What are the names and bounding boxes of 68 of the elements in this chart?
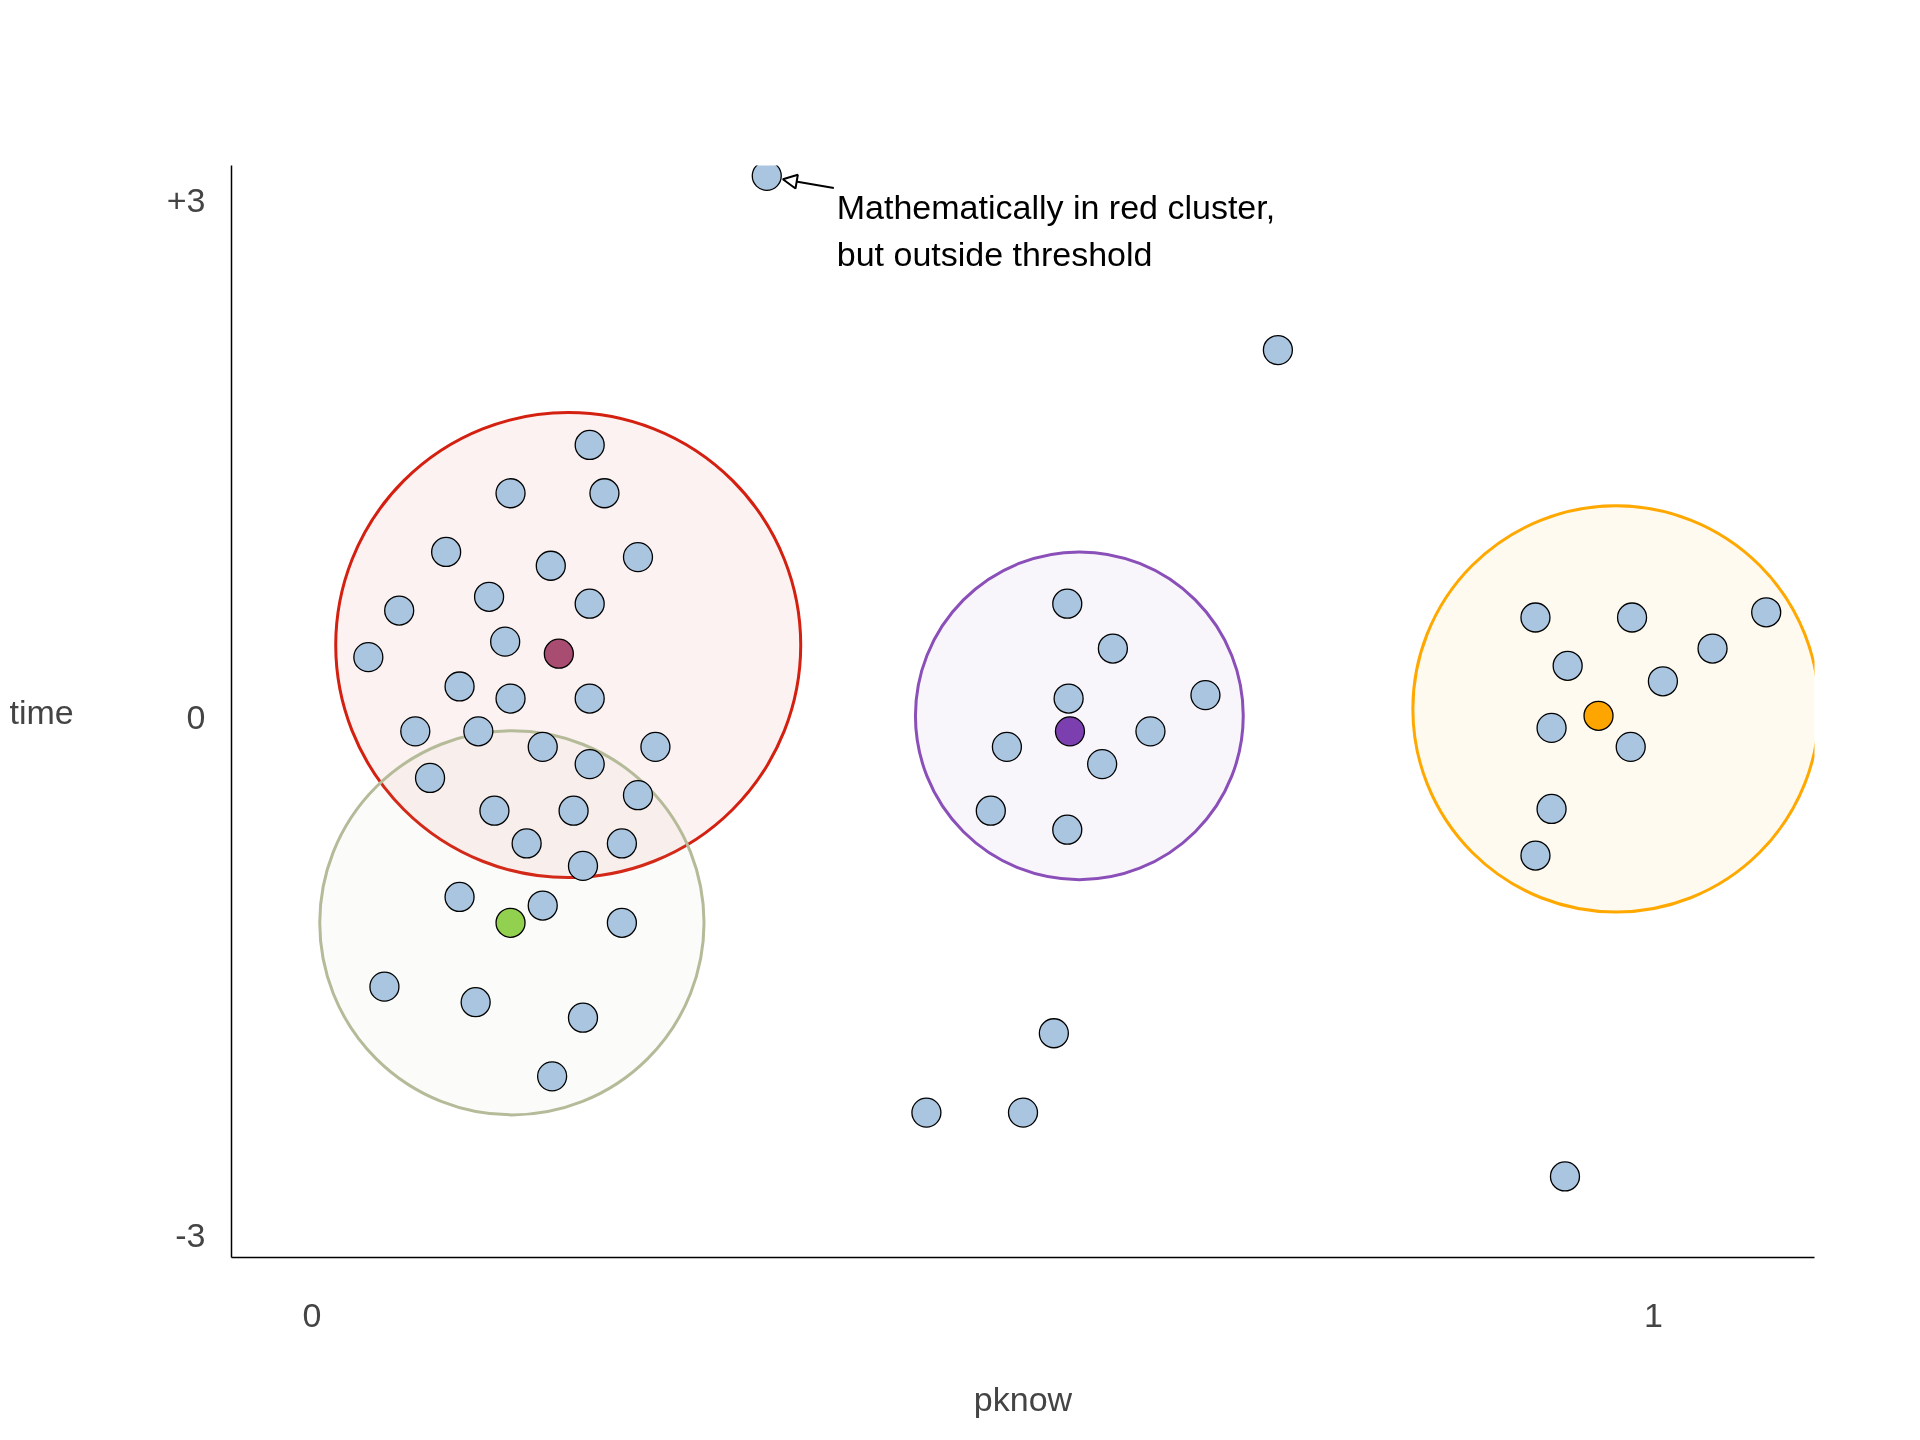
x-axis-title: pknow <box>973 1379 1073 1418</box>
point <box>567 1002 599 1033</box>
point <box>495 907 526 938</box>
annotation: Mathematically in red cluster, but outside threshold <box>836 187 1276 274</box>
point <box>975 795 1006 826</box>
point <box>1616 602 1648 633</box>
y-axis-title: time <box>9 692 74 731</box>
point <box>1583 700 1614 731</box>
point <box>1520 840 1551 871</box>
point <box>574 429 605 461</box>
point <box>1262 334 1294 366</box>
point <box>495 478 526 509</box>
point <box>527 890 558 921</box>
point <box>1087 748 1118 780</box>
point <box>1007 1097 1039 1128</box>
point <box>1697 633 1728 664</box>
point <box>473 581 505 612</box>
point <box>640 731 671 762</box>
y-tick-label: +3 <box>166 180 206 219</box>
point <box>1054 716 1086 747</box>
point <box>606 907 638 938</box>
point <box>589 478 620 509</box>
point <box>1135 716 1166 747</box>
point <box>463 716 494 747</box>
point <box>353 642 384 673</box>
point <box>991 731 1023 762</box>
y-tick-label: 0 <box>186 698 206 737</box>
point <box>1052 588 1083 619</box>
point <box>444 671 475 702</box>
point <box>444 881 475 913</box>
point <box>495 683 526 714</box>
point <box>622 541 654 573</box>
point <box>369 971 400 1002</box>
point <box>1097 633 1129 664</box>
point <box>558 795 589 826</box>
point <box>1536 793 1567 825</box>
point <box>574 683 605 714</box>
point <box>1520 602 1551 633</box>
point <box>1615 731 1646 762</box>
point <box>622 780 654 811</box>
point <box>574 748 605 780</box>
point <box>543 638 574 669</box>
point <box>536 1061 568 1092</box>
point <box>1549 1161 1581 1192</box>
point <box>384 595 415 626</box>
point <box>1190 679 1221 711</box>
point <box>414 762 446 794</box>
point <box>490 626 521 657</box>
point <box>1552 650 1583 681</box>
point <box>1647 666 1679 697</box>
point <box>1052 814 1083 845</box>
point <box>511 828 542 859</box>
point <box>479 795 510 826</box>
point <box>606 828 638 859</box>
y-tick-label: -3 <box>175 1215 206 1254</box>
point <box>1751 597 1782 628</box>
x-tick-label: 1 <box>1644 1295 1663 1334</box>
point <box>567 850 599 882</box>
point <box>911 1097 942 1128</box>
point <box>400 716 431 747</box>
point <box>1053 683 1084 714</box>
point <box>535 550 566 581</box>
point <box>1038 1018 1070 1049</box>
point <box>430 536 462 568</box>
point <box>574 588 605 619</box>
point <box>1536 712 1567 744</box>
point <box>527 731 558 762</box>
point <box>460 987 491 1018</box>
